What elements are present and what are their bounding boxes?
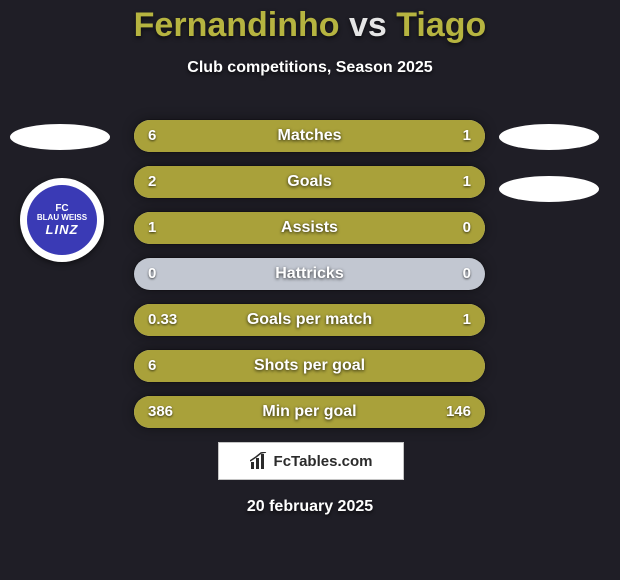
stat-row: 00Hattricks bbox=[134, 258, 485, 290]
stat-label: Hattricks bbox=[134, 258, 485, 290]
club-badge-inner: FC BLAU WEISS LINZ bbox=[27, 185, 97, 255]
stat-label: Assists bbox=[134, 212, 485, 244]
brand-text: FcTables.com bbox=[274, 453, 373, 470]
club-badge: FC BLAU WEISS LINZ bbox=[20, 178, 104, 262]
comparison-card: Fernandinho vs Tiago Club competitions, … bbox=[0, 0, 620, 580]
stat-label: Matches bbox=[134, 120, 485, 152]
date-label: 20 february 2025 bbox=[0, 498, 620, 516]
stat-row: 0.331Goals per match bbox=[134, 304, 485, 336]
player2-name: Tiago bbox=[396, 6, 486, 44]
brand-icon bbox=[250, 452, 268, 470]
stat-label: Min per goal bbox=[134, 396, 485, 428]
stat-rows: 61Matches 21Goals 10Assists 00Hattricks 0.33… bbox=[134, 120, 485, 442]
player1-name: Fernandinho bbox=[134, 6, 340, 44]
stat-label: Goals per match bbox=[134, 304, 485, 336]
stat-label: Shots per goal bbox=[134, 350, 485, 382]
brand-box: FcTables.com bbox=[218, 442, 404, 480]
badge-line-3: LINZ bbox=[46, 223, 79, 237]
stat-row: 10Assists bbox=[134, 212, 485, 244]
stat-label: Goals bbox=[134, 166, 485, 198]
player1-marker bbox=[10, 124, 110, 150]
page-title: Fernandinho vs Tiago bbox=[0, 0, 620, 45]
stat-row: 61Matches bbox=[134, 120, 485, 152]
vs-label: vs bbox=[349, 6, 387, 44]
player2-marker-b bbox=[499, 176, 599, 202]
player2-marker-a bbox=[499, 124, 599, 150]
stat-row: 386146Min per goal bbox=[134, 396, 485, 428]
stat-row: 6Shots per goal bbox=[134, 350, 485, 382]
stat-row: 21Goals bbox=[134, 166, 485, 198]
subtitle: Club competitions, Season 2025 bbox=[0, 59, 620, 77]
